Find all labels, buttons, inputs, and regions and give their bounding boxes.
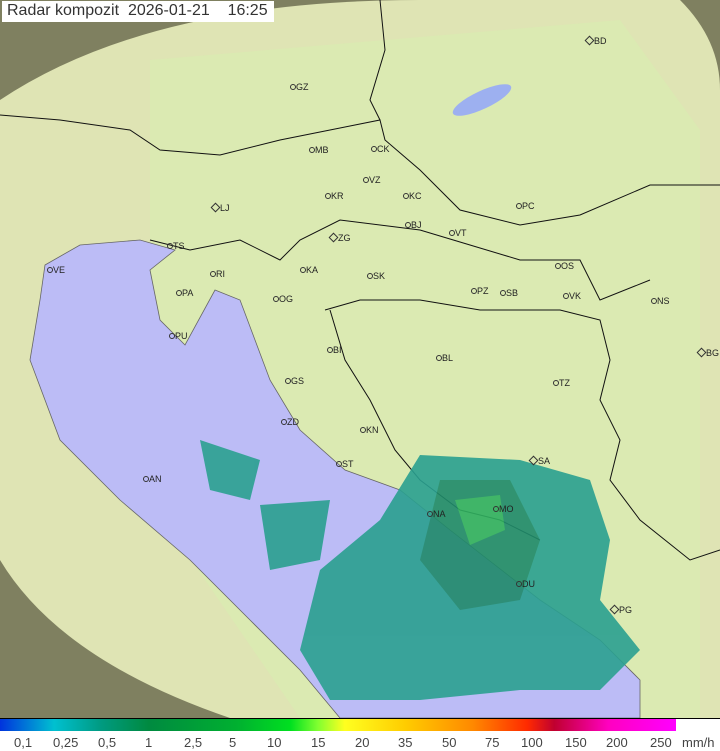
city-label: ST bbox=[336, 459, 354, 469]
scale-unit: mm/h bbox=[682, 735, 715, 750]
city-label: LJ bbox=[220, 203, 230, 213]
city-label: TZ bbox=[553, 378, 570, 388]
scale-tick: 75 bbox=[485, 735, 500, 750]
scale-tick: 35 bbox=[398, 735, 413, 750]
city-label: PA bbox=[175, 288, 194, 298]
scale-tick: 5 bbox=[229, 735, 237, 750]
scale-tick: 15 bbox=[311, 735, 326, 750]
city-label: RI bbox=[210, 269, 225, 279]
city-label: AN bbox=[143, 474, 162, 484]
scale-tick: 0,5 bbox=[98, 735, 117, 750]
city-label: NA bbox=[427, 509, 446, 519]
scale-tick: 50 bbox=[442, 735, 457, 750]
city-label: OG bbox=[272, 294, 294, 304]
city-label: GS bbox=[284, 376, 305, 386]
city-label: SB bbox=[499, 288, 519, 298]
precipitation-echoes bbox=[200, 440, 640, 700]
city-label: SA bbox=[538, 456, 551, 466]
city-label: VT bbox=[449, 228, 467, 238]
city-label: VZ bbox=[363, 175, 381, 185]
radar-map bbox=[0, 0, 720, 719]
city-label: MO bbox=[493, 504, 514, 514]
city-label: OS bbox=[554, 261, 575, 271]
timestamp-date: 2026-01-21 bbox=[127, 2, 210, 19]
scale-tick: 2,5 bbox=[184, 735, 203, 750]
timestamp-time: 16:25 bbox=[227, 2, 268, 19]
city-label: BL bbox=[435, 353, 454, 363]
scale-tick: 0,25 bbox=[53, 735, 79, 750]
city-label: VK bbox=[562, 291, 582, 301]
city-label: SK bbox=[366, 271, 386, 281]
title-text: Radar kompozit bbox=[7, 2, 120, 19]
city-label: ZD bbox=[281, 417, 299, 427]
city-label: TS bbox=[167, 241, 185, 251]
city-label: GZ bbox=[290, 82, 309, 92]
city-label: PZ bbox=[471, 286, 489, 296]
scale-tick: 10 bbox=[267, 735, 282, 750]
city-label: NS bbox=[651, 296, 670, 306]
scale-tick: 150 bbox=[565, 735, 587, 750]
city-label: PC bbox=[516, 201, 535, 211]
city-label: VE bbox=[46, 265, 66, 275]
borders bbox=[0, 0, 720, 561]
scale-tick: 20 bbox=[355, 735, 370, 750]
city-label: PU bbox=[169, 331, 188, 341]
city-label: KC bbox=[403, 191, 422, 201]
scale-tick: 200 bbox=[606, 735, 628, 750]
city-label: DU bbox=[516, 579, 535, 589]
precipitation-color-scale bbox=[0, 719, 676, 731]
city-label: CK bbox=[371, 144, 390, 154]
city-label: BD bbox=[594, 36, 607, 46]
scale-tick: 100 bbox=[521, 735, 543, 750]
lake-balaton bbox=[452, 84, 512, 116]
city-label: KN bbox=[360, 425, 379, 435]
city-label: BG bbox=[706, 348, 720, 358]
city-label: KA bbox=[299, 265, 319, 275]
scale-tick: 0,1 bbox=[14, 735, 33, 750]
city-label: MB bbox=[309, 145, 329, 155]
city-label: BJ bbox=[405, 220, 422, 230]
scale-tick: 1 bbox=[145, 735, 153, 750]
map-title: Radar kompozit 2026-01-21 16:25 bbox=[2, 1, 274, 22]
scale-tick: 250 bbox=[650, 735, 672, 750]
city-label: PG bbox=[619, 605, 633, 615]
scale-labels: 0,1 0,25 0,5 1 2,5 5 10 15 20 35 50 75 1… bbox=[0, 735, 720, 751]
city-label: ZG bbox=[338, 233, 351, 243]
city-label: BI bbox=[327, 345, 342, 355]
city-label: KR bbox=[325, 191, 344, 201]
